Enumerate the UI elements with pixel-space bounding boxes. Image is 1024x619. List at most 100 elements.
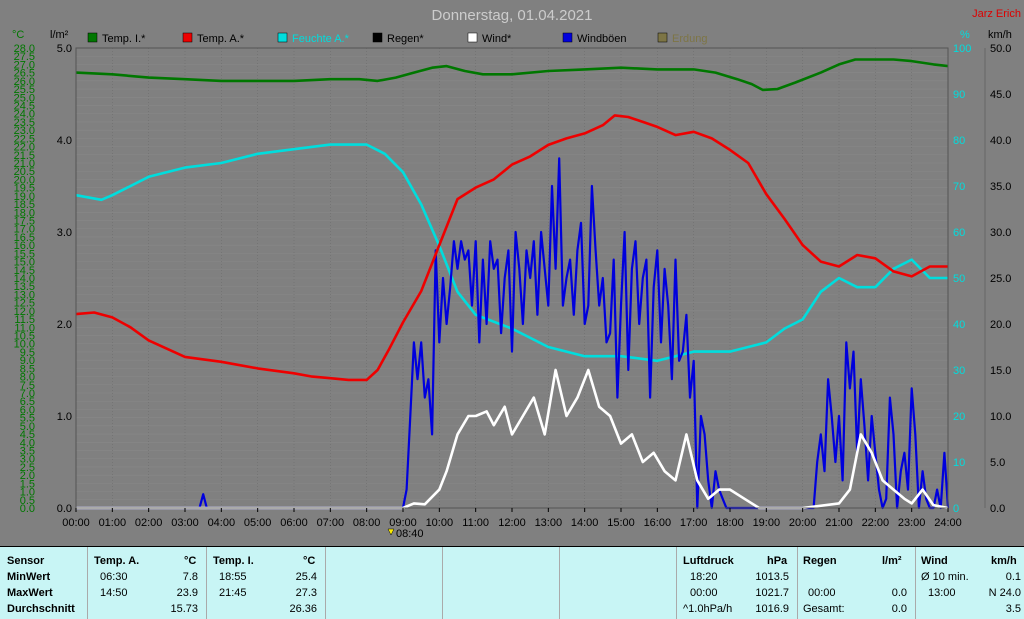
pressure-avg: 1016.9 bbox=[755, 603, 789, 615]
temp-tick-label: 1.0 bbox=[20, 487, 35, 499]
legend-label: Regen* bbox=[387, 33, 424, 45]
legend-swatch bbox=[657, 32, 668, 43]
temp-axis: 0.00.51.01.52.02.53.03.54.04.55.05.56.06… bbox=[14, 43, 35, 515]
temp-tick-label: 26.0 bbox=[14, 76, 35, 88]
temp-tick-label: 5.0 bbox=[20, 421, 35, 433]
temp-a-min: 7.8 bbox=[182, 571, 198, 583]
weather-chart: Donnerstag, 01.04.2021 Jarz Erich °C l/m… bbox=[12, 7, 1021, 540]
x-tick-label: 05:00 bbox=[244, 517, 272, 529]
temp-tick-label: 15.0 bbox=[14, 257, 35, 269]
temp-tick-label: 21.5 bbox=[14, 150, 35, 162]
temp-tick-label: 20.5 bbox=[14, 166, 35, 178]
wind-max-time: 13:00 bbox=[928, 587, 956, 599]
humidity-axis: 0 10 20 30 40 50 60 70 80 90 100 bbox=[953, 43, 971, 515]
legend-swatch bbox=[87, 32, 98, 43]
humidity-tick-label: 20 bbox=[953, 411, 965, 423]
x-tick-label: 24:00 bbox=[934, 517, 962, 529]
temp-i-header: Temp. I. bbox=[213, 555, 254, 567]
humidity-tick-label: 90 bbox=[953, 89, 965, 101]
wind-tick-label: 40.0 bbox=[990, 135, 1011, 147]
temp-tick-label: 24.0 bbox=[14, 109, 35, 121]
legend-label: Temp. A.* bbox=[197, 33, 245, 45]
temp-tick-label: 19.5 bbox=[14, 183, 35, 195]
wind-tick-label: 30.0 bbox=[990, 227, 1011, 239]
temp-a-avg: 15.73 bbox=[170, 603, 198, 615]
legend-label: Temp. I.* bbox=[102, 33, 146, 45]
temp-tick-label: 10.0 bbox=[14, 339, 35, 351]
temp-tick-label: 23.5 bbox=[14, 117, 35, 129]
temp-tick-label: 4.5 bbox=[20, 429, 35, 441]
temp-tick-label: 3.5 bbox=[20, 446, 35, 458]
rain-tick-label: 0.0 bbox=[57, 503, 72, 515]
temp-tick-label: 18.5 bbox=[14, 199, 35, 211]
chart-title: Donnerstag, 01.04.2021 bbox=[432, 7, 593, 24]
temp-tick-label: 4.0 bbox=[20, 437, 35, 449]
temp-tick-label: 7.5 bbox=[20, 380, 35, 392]
temp-tick-label: 20.0 bbox=[14, 174, 35, 186]
humidity-tick-label: 30 bbox=[953, 365, 965, 377]
legend-swatch bbox=[562, 32, 573, 43]
x-tick-label: 06:00 bbox=[280, 517, 308, 529]
temp-tick-label: 21.0 bbox=[14, 158, 35, 170]
rain-total: 0.0 bbox=[891, 603, 907, 615]
temp-tick-label: 19.0 bbox=[14, 191, 35, 203]
x-tick-label: 16:00 bbox=[644, 517, 672, 529]
pressure-unit: hPa bbox=[767, 555, 788, 567]
temp-tick-label: 3.0 bbox=[20, 454, 35, 466]
legend-label: Feuchte A.* bbox=[292, 33, 350, 45]
temp-tick-label: 6.5 bbox=[20, 396, 35, 408]
temp-tick-label: 23.0 bbox=[14, 125, 35, 137]
time-marker-label: 08:40 bbox=[396, 528, 424, 540]
pressure-max-time: 00:00 bbox=[690, 587, 718, 599]
rain-tick-label: 1.0 bbox=[57, 411, 72, 423]
legend-swatch bbox=[182, 32, 193, 43]
x-tick-label: 08:00 bbox=[353, 517, 381, 529]
wind-tick-label: 10.0 bbox=[990, 411, 1011, 423]
series-layer bbox=[75, 58, 950, 510]
temp-tick-label: 8.5 bbox=[20, 363, 35, 375]
temp-a-min-time: 06:30 bbox=[100, 571, 128, 583]
temp-tick-label: 9.5 bbox=[20, 347, 35, 359]
row-label-max: MaxWert bbox=[7, 587, 53, 599]
row-label-min: MinWert bbox=[7, 571, 51, 583]
legend-label: Wind* bbox=[482, 33, 512, 45]
series-tempi bbox=[75, 58, 949, 92]
humidity-tick-label: 0 bbox=[953, 503, 959, 515]
temp-tick-label: 15.5 bbox=[14, 248, 35, 260]
temp-tick-label: 13.0 bbox=[14, 289, 35, 301]
legend-label: Erdung bbox=[672, 33, 707, 45]
series-windböen bbox=[76, 157, 950, 510]
x-tick-label: 09:00 bbox=[389, 517, 417, 529]
x-tick-label: 21:00 bbox=[825, 517, 853, 529]
legend-label: Windböen bbox=[577, 33, 627, 45]
time-marker: 08:40 bbox=[387, 528, 424, 540]
rain-tick-label: 2.0 bbox=[57, 319, 72, 331]
x-tick-label: 11:00 bbox=[462, 517, 489, 529]
humidity-tick-label: 50 bbox=[953, 273, 965, 285]
rain-max-time: 00:00 bbox=[808, 587, 836, 599]
temp-tick-label: 17.0 bbox=[14, 224, 35, 236]
temp-tick-label: 8.0 bbox=[20, 372, 35, 384]
temp-tick-label: 11.5 bbox=[14, 314, 35, 326]
temp-tick-label: 22.0 bbox=[14, 142, 35, 154]
wind-tick-label: 5.0 bbox=[990, 457, 1005, 469]
legend: Temp. I.* Temp. A.* Feuchte A.* Regen* Wind*… bbox=[87, 32, 707, 45]
temp-tick-label: 5.5 bbox=[20, 413, 35, 425]
rain-unit: l/m² bbox=[882, 555, 902, 567]
x-tick-label: 17:00 bbox=[680, 517, 708, 529]
wind-tick-label: 15.0 bbox=[990, 365, 1011, 377]
temp-i-unit: °C bbox=[303, 555, 316, 567]
temp-tick-label: 9.0 bbox=[20, 355, 35, 367]
temp-tick-label: 25.0 bbox=[14, 92, 35, 104]
wind-min-label: Ø 10 min. bbox=[921, 571, 969, 583]
x-tick-label: 00:00 bbox=[62, 517, 90, 529]
temp-tick-label: 17.5 bbox=[14, 216, 35, 228]
x-tick-label: 20:00 bbox=[789, 517, 817, 529]
pressure-min-time: 18:20 bbox=[690, 571, 718, 583]
rain-max: 0.0 bbox=[891, 587, 907, 599]
temp-a-unit: °C bbox=[184, 555, 197, 567]
humidity-tick-label: 60 bbox=[953, 227, 965, 239]
temp-tick-label: 10.5 bbox=[14, 331, 35, 343]
rain-total-label: Gesamt: bbox=[803, 603, 845, 615]
temp-tick-label: 2.5 bbox=[20, 462, 35, 474]
